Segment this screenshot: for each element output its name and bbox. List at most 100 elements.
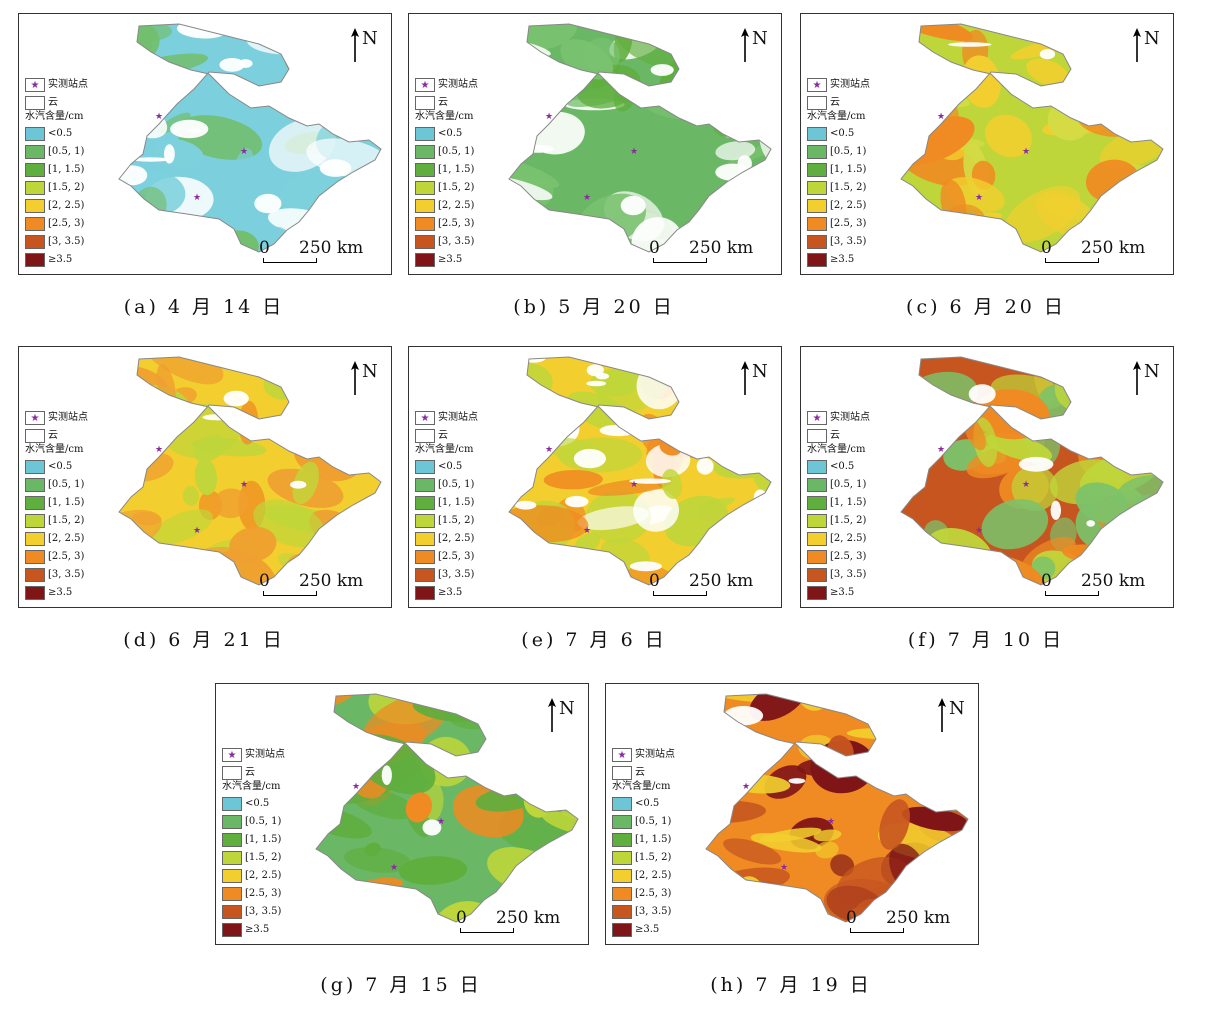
- value-region: [523, 69, 557, 124]
- legend-class-row: [0.5, 1): [23, 476, 123, 494]
- station-marker: ★: [975, 193, 983, 203]
- legend-swatch: [612, 923, 632, 937]
- legend-swatch: [222, 923, 242, 937]
- legend-title: 水汽含量/cm: [222, 781, 281, 792]
- value-region: [541, 811, 578, 835]
- cloud-patch: [513, 109, 533, 123]
- legend-station-label: 实测站点: [830, 79, 870, 90]
- station-star-icon: ★: [222, 748, 242, 762]
- legend-class-row: [2, 2.5): [805, 530, 905, 548]
- north-arrow-icon: [741, 28, 749, 62]
- station-marker: ★: [583, 193, 591, 203]
- legend-class-label: <0.5: [438, 461, 463, 472]
- legend-class-label: [1.5, 2): [830, 515, 867, 526]
- legend-class-label: [2, 2.5): [245, 870, 282, 881]
- legend-class-row: [0.5, 1): [220, 813, 320, 831]
- legend-station-row: ★ 实测站点: [805, 409, 905, 427]
- value-region: [511, 24, 578, 50]
- legend-class-label: [2.5, 3): [48, 218, 85, 229]
- value-region: [764, 895, 801, 922]
- legend-cloud-row: 云: [413, 427, 513, 445]
- legend-class-row: [1, 1.5): [413, 161, 513, 179]
- legend-title: 水汽含量/cm: [25, 444, 84, 455]
- legend-cloud-label: 云: [48, 430, 58, 441]
- north-label: N: [1144, 361, 1160, 382]
- legend-class-row: <0.5: [413, 458, 513, 476]
- legend-cloud-row: 云: [23, 94, 123, 112]
- map-panel: ★ ★ ★ ★ 实测站点云水汽含量/cm <0.5 [0.5, 1) [1, 1.5) [1.5…: [215, 683, 589, 945]
- legend-station-label: 实测站点: [438, 79, 478, 90]
- legend-class-row: [1, 1.5): [23, 494, 123, 512]
- legend-class-row: ≥3.5: [805, 584, 905, 602]
- north-label: N: [559, 698, 575, 719]
- legend-class-label: [2, 2.5): [48, 200, 85, 211]
- station-star-icon: ★: [25, 78, 45, 92]
- legend-swatch: [807, 235, 827, 249]
- scale-bar: 0 250 km: [241, 569, 381, 599]
- legend-swatch: [612, 797, 632, 811]
- legend: ★ 实测站点云水汽含量/cm <0.5 [0.5, 1) [1, 1.5) [1.5, 2…: [805, 409, 905, 602]
- legend-class-row: [1.5, 2): [413, 512, 513, 530]
- scale-bar: 0 250 km: [1023, 569, 1163, 599]
- cloud-swatch: [415, 96, 435, 110]
- station-marker: ★: [155, 445, 163, 455]
- legend-class-label: [2.5, 3): [830, 218, 867, 229]
- value-region: [1074, 63, 1155, 110]
- station-marker: ★: [630, 147, 638, 157]
- legend-title: 水汽含量/cm: [807, 444, 866, 455]
- legend-class-label: [1, 1.5): [48, 164, 85, 175]
- water-vapor-map: ★ ★ ★: [118, 356, 382, 586]
- legend-class-label: [1, 1.5): [48, 497, 85, 508]
- legend-class-label: ≥3.5: [438, 254, 463, 265]
- value-region: [365, 175, 381, 211]
- legend-class-label: ≥3.5: [245, 924, 270, 935]
- north-arrow-icon: [548, 698, 556, 732]
- legend-swatch: [807, 568, 827, 582]
- legend-swatch: [25, 586, 45, 600]
- cloud-patch: [520, 357, 547, 363]
- legend-cloud-label: 云: [245, 767, 255, 778]
- legend-class-label: [3, 3.5): [438, 236, 475, 247]
- legend-swatch: [612, 833, 632, 847]
- legend-class-label: <0.5: [635, 798, 660, 809]
- legend-cloud-row: 云: [23, 427, 123, 445]
- legend-swatch: [25, 163, 45, 177]
- legend-swatch: [612, 815, 632, 829]
- cloud-patch: [725, 221, 744, 231]
- legend-title: 水汽含量/cm: [415, 444, 474, 455]
- cloud-patch: [586, 380, 607, 387]
- legend-class-row: ≥3.5: [805, 251, 905, 269]
- cloud-patch: [131, 157, 171, 162]
- legend-class-row: [1.5, 2): [805, 512, 905, 530]
- legend-class-label: [2.5, 3): [48, 551, 85, 562]
- legend-class-label: <0.5: [48, 461, 73, 472]
- panel-caption: (h) 7 月 19 日: [710, 974, 872, 996]
- value-region: [364, 842, 381, 857]
- legend-class-row: [1, 1.5): [610, 831, 710, 849]
- legend-class-row: [0.5, 1): [805, 476, 905, 494]
- legend-station-label: 实测站点: [635, 749, 675, 760]
- cloud-swatch: [415, 429, 435, 443]
- legend-class-label: [1, 1.5): [830, 164, 867, 175]
- value-region: [398, 856, 468, 885]
- legend-swatch: [415, 586, 435, 600]
- legend-class-label: [1.5, 2): [438, 515, 475, 526]
- value-region: [732, 513, 753, 540]
- legend-swatch: [807, 127, 827, 141]
- legend-class-row: [3, 3.5): [413, 566, 513, 584]
- value-region: [1065, 403, 1116, 433]
- legend-swatch: [807, 163, 827, 177]
- legend-title: 水汽含量/cm: [25, 111, 84, 122]
- cloud-patch: [629, 478, 672, 484]
- legend-swatch: [222, 815, 242, 829]
- legend-class-label: <0.5: [48, 128, 73, 139]
- scale-bar: 0 250 km: [241, 236, 381, 266]
- value-region: [723, 838, 782, 865]
- legend-class-label: ≥3.5: [830, 254, 855, 265]
- cloud-patch: [688, 357, 705, 364]
- legend-swatch: [222, 797, 242, 811]
- station-marker: ★: [780, 863, 788, 873]
- legend-class-row: [2, 2.5): [413, 197, 513, 215]
- legend: ★ 实测站点云水汽含量/cm <0.5 [0.5, 1) [1, 1.5) [1.5, 2…: [23, 409, 123, 602]
- value-region: [963, 243, 990, 252]
